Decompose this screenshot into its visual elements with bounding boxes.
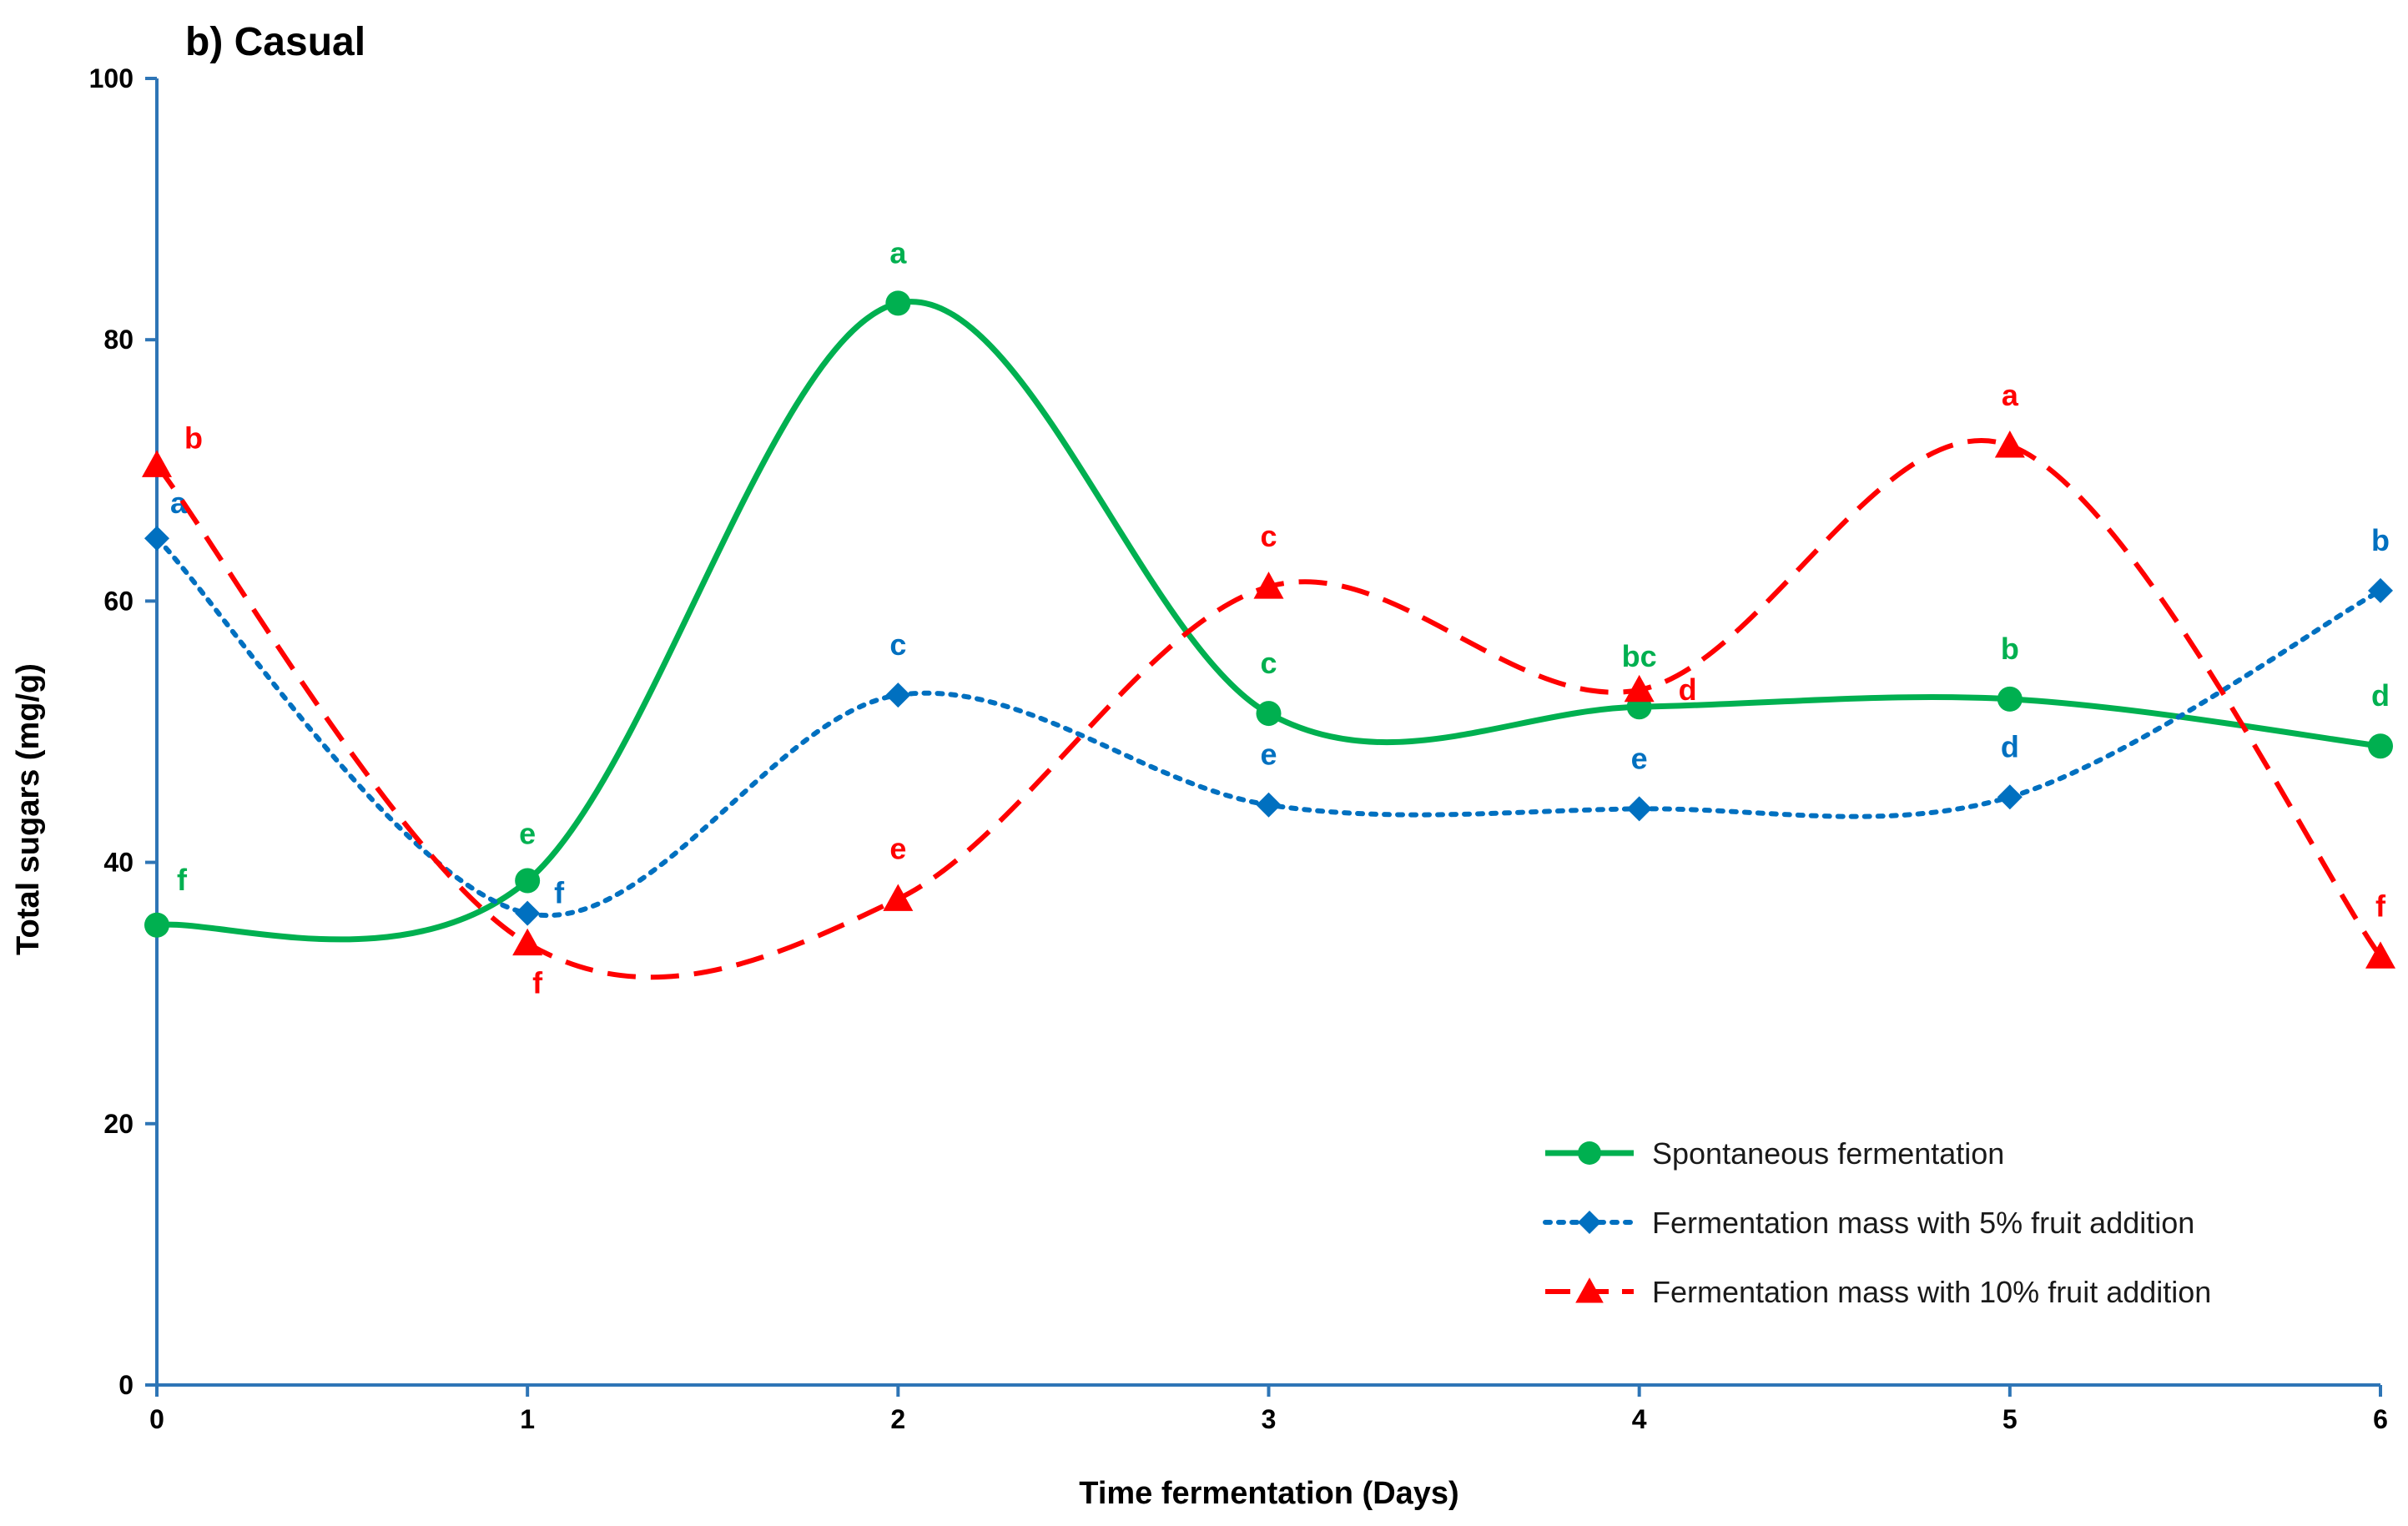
legend-marker <box>1578 1211 1601 1234</box>
data-point <box>2368 733 2393 759</box>
legend-marker <box>1575 1277 1604 1303</box>
significance-letter: c <box>889 627 906 662</box>
significance-letter: b <box>2001 632 2019 666</box>
x-tick-label: 6 <box>2373 1404 2388 1434</box>
y-tick-label: 0 <box>118 1370 133 1400</box>
data-point <box>515 868 541 894</box>
significance-letter: e <box>1631 741 1648 775</box>
significance-letter: f <box>554 876 565 910</box>
x-tick-label: 2 <box>890 1404 905 1434</box>
significance-letter: a <box>889 235 907 269</box>
data-point <box>144 912 169 938</box>
significance-letter: e <box>1260 738 1277 772</box>
significance-letter: e <box>519 817 536 851</box>
significance-letter: d <box>1679 672 1697 707</box>
legend-marker <box>1578 1141 1601 1165</box>
legend-label: Fermentation mass with 5% fruit addition <box>1652 1206 2194 1240</box>
legend-label: Spontaneous fermentation <box>1652 1136 2004 1171</box>
data-point <box>2365 941 2395 969</box>
significance-letter: f <box>532 966 543 1000</box>
data-point <box>2368 577 2393 603</box>
y-tick-label: 40 <box>103 848 133 878</box>
significance-letter: d <box>2371 678 2390 713</box>
y-tick-label: 60 <box>103 586 133 616</box>
y-axis-title: Total sugars (mg/g) <box>11 663 46 955</box>
x-tick-label: 4 <box>1632 1404 1647 1434</box>
data-point <box>1256 701 1282 727</box>
y-tick-label: 80 <box>103 325 133 355</box>
significance-letter: f <box>177 863 188 897</box>
x-tick-label: 3 <box>1262 1404 1277 1434</box>
significance-letter: bc <box>1622 639 1657 673</box>
data-point <box>1997 686 2023 712</box>
significance-letter: a <box>2002 378 2019 412</box>
significance-letter: b <box>184 421 203 456</box>
significance-letter: e <box>889 831 906 865</box>
x-tick-label: 1 <box>520 1404 535 1434</box>
series-line <box>154 438 2383 980</box>
data-point <box>144 526 169 551</box>
data-point <box>1256 792 1282 818</box>
data-point <box>142 450 172 477</box>
data-point <box>1997 784 2023 810</box>
chart-title: b) Casual <box>185 20 365 64</box>
data-point <box>1626 796 1652 822</box>
significance-letter: c <box>1260 646 1277 680</box>
x-axis-title: Time fermentation (Days) <box>1079 1476 1458 1511</box>
data-point <box>1624 674 1655 703</box>
data-point <box>1253 572 1284 599</box>
data-point <box>515 900 541 926</box>
legend-label: Fermentation mass with 10% fruit additio… <box>1652 1275 2211 1309</box>
x-tick-label: 5 <box>2002 1404 2018 1434</box>
y-tick-label: 100 <box>89 63 133 93</box>
significance-letter: f <box>2375 889 2386 923</box>
y-tick-label: 20 <box>103 1109 133 1139</box>
data-point <box>883 884 914 911</box>
legend: Spontaneous fermentation Fermentation mas… <box>1543 1136 2211 1309</box>
data-point <box>512 928 543 956</box>
x-tick-label: 0 <box>149 1404 164 1434</box>
significance-letter: c <box>1260 519 1277 553</box>
significance-letter: a <box>170 486 188 520</box>
series-line <box>156 299 2381 943</box>
axes: 0 20 40 60 80 100 0 1 2 3 4 5 6 <box>89 63 2388 1434</box>
data-point <box>1994 431 2025 458</box>
significance-letter: d <box>2001 729 2019 763</box>
significance-letter: b <box>2371 523 2390 557</box>
data-point <box>885 682 911 708</box>
data-point <box>885 290 911 316</box>
